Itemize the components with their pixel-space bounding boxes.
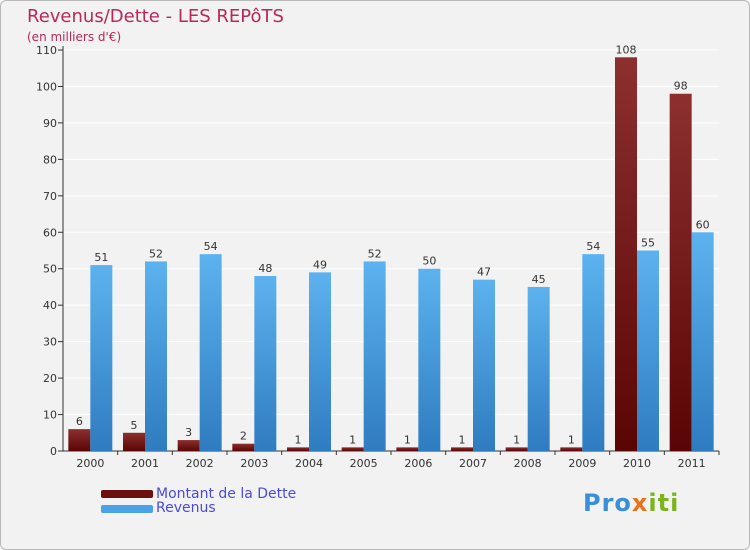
y-tick-label: 110 [36,44,57,57]
bar-debt [177,440,200,451]
legend-label-debt: Montant de la Dette [156,486,297,502]
bar-revenue [527,286,550,451]
x-tick-label: 2008 [514,457,542,470]
data-label-debt: 6 [76,415,83,428]
bar-revenue [637,250,659,451]
x-tick-label: 2010 [623,457,651,470]
data-label-revenue: 45 [532,273,546,286]
bar-debt [615,57,637,452]
x-tick-label: 2011 [678,457,706,470]
bar-debt [287,447,309,451]
x-tick-label: 2001 [131,457,159,470]
x-tick-label: 2009 [568,457,596,470]
data-label-revenue: 55 [641,237,655,250]
bar-revenue [254,276,277,451]
bar-debt [68,429,91,451]
proxiti-logo: Proxiti [583,489,679,517]
data-label-revenue: 54 [586,240,600,253]
y-tick-label: 20 [43,372,57,385]
data-label-debt: 1 [513,433,520,446]
bar-revenue [90,265,113,451]
bar-revenue [199,254,222,451]
y-tick-label: 40 [43,299,57,312]
data-label-revenue: 52 [149,247,163,260]
bar-revenue [582,254,605,451]
bar-debt [396,447,419,451]
logo-part-x: x [631,489,649,517]
bar-debt [669,93,692,451]
bar-revenue [691,232,714,451]
data-label-debt: 98 [674,80,688,93]
legend-swatch-debt [101,490,153,498]
y-tick-label: 0 [50,445,57,458]
y-tick-label: 60 [43,226,57,239]
data-label-revenue: 49 [313,258,327,271]
x-tick-label: 2005 [350,457,378,470]
data-label-revenue: 51 [94,251,108,264]
x-tick-label: 2002 [186,457,214,470]
bar-debt [451,447,473,451]
y-tick-label: 50 [43,263,57,276]
y-tick-label: 10 [43,409,57,422]
data-label-revenue: 50 [422,255,436,268]
data-label-debt: 1 [295,433,302,446]
data-label-debt: 5 [131,419,138,432]
data-label-revenue: 52 [368,247,382,260]
x-tick-label: 2004 [295,457,323,470]
bar-revenue [145,261,167,451]
data-label-revenue: 54 [204,240,218,253]
data-label-debt: 3 [185,426,192,439]
y-tick-label: 30 [43,336,57,349]
chart-title: Revenus/Dette - LES REPôTS [27,6,284,27]
bar-debt [341,447,364,451]
y-tick-label: 70 [43,190,57,203]
data-label-revenue: 47 [477,266,491,279]
x-tick-label: 2006 [404,457,432,470]
bar-revenue [473,279,495,451]
y-tick-label: 80 [43,153,57,166]
chart-subtitle: (en milliers d'€) [27,30,122,44]
bar-debt [123,432,145,451]
bar-debt [560,447,583,451]
data-label-debt: 1 [404,433,411,446]
data-label-debt: 2 [240,430,247,443]
data-label-debt: 1 [459,433,466,446]
bar-revenue [309,272,331,451]
bar-revenue [363,261,386,451]
data-label-debt: 108 [616,43,637,56]
bar-debt [232,443,255,451]
x-tick-label: 2003 [240,457,268,470]
y-tick-label: 100 [36,80,57,93]
x-tick-label: 2000 [76,457,104,470]
logo-part-pro: Pro [583,489,632,517]
legend-label-revenue: Revenus [156,500,216,516]
legend-swatch-revenue [101,505,153,513]
logo-part-iti: iti [648,489,680,517]
bar-debt [505,447,528,451]
bar-revenue [418,268,441,451]
data-label-revenue: 60 [696,218,710,231]
data-label-revenue: 48 [258,262,272,275]
y-tick-label: 90 [43,117,57,130]
x-tick-label: 2007 [459,457,487,470]
data-label-debt: 1 [349,433,356,446]
data-label-debt: 1 [568,433,575,446]
